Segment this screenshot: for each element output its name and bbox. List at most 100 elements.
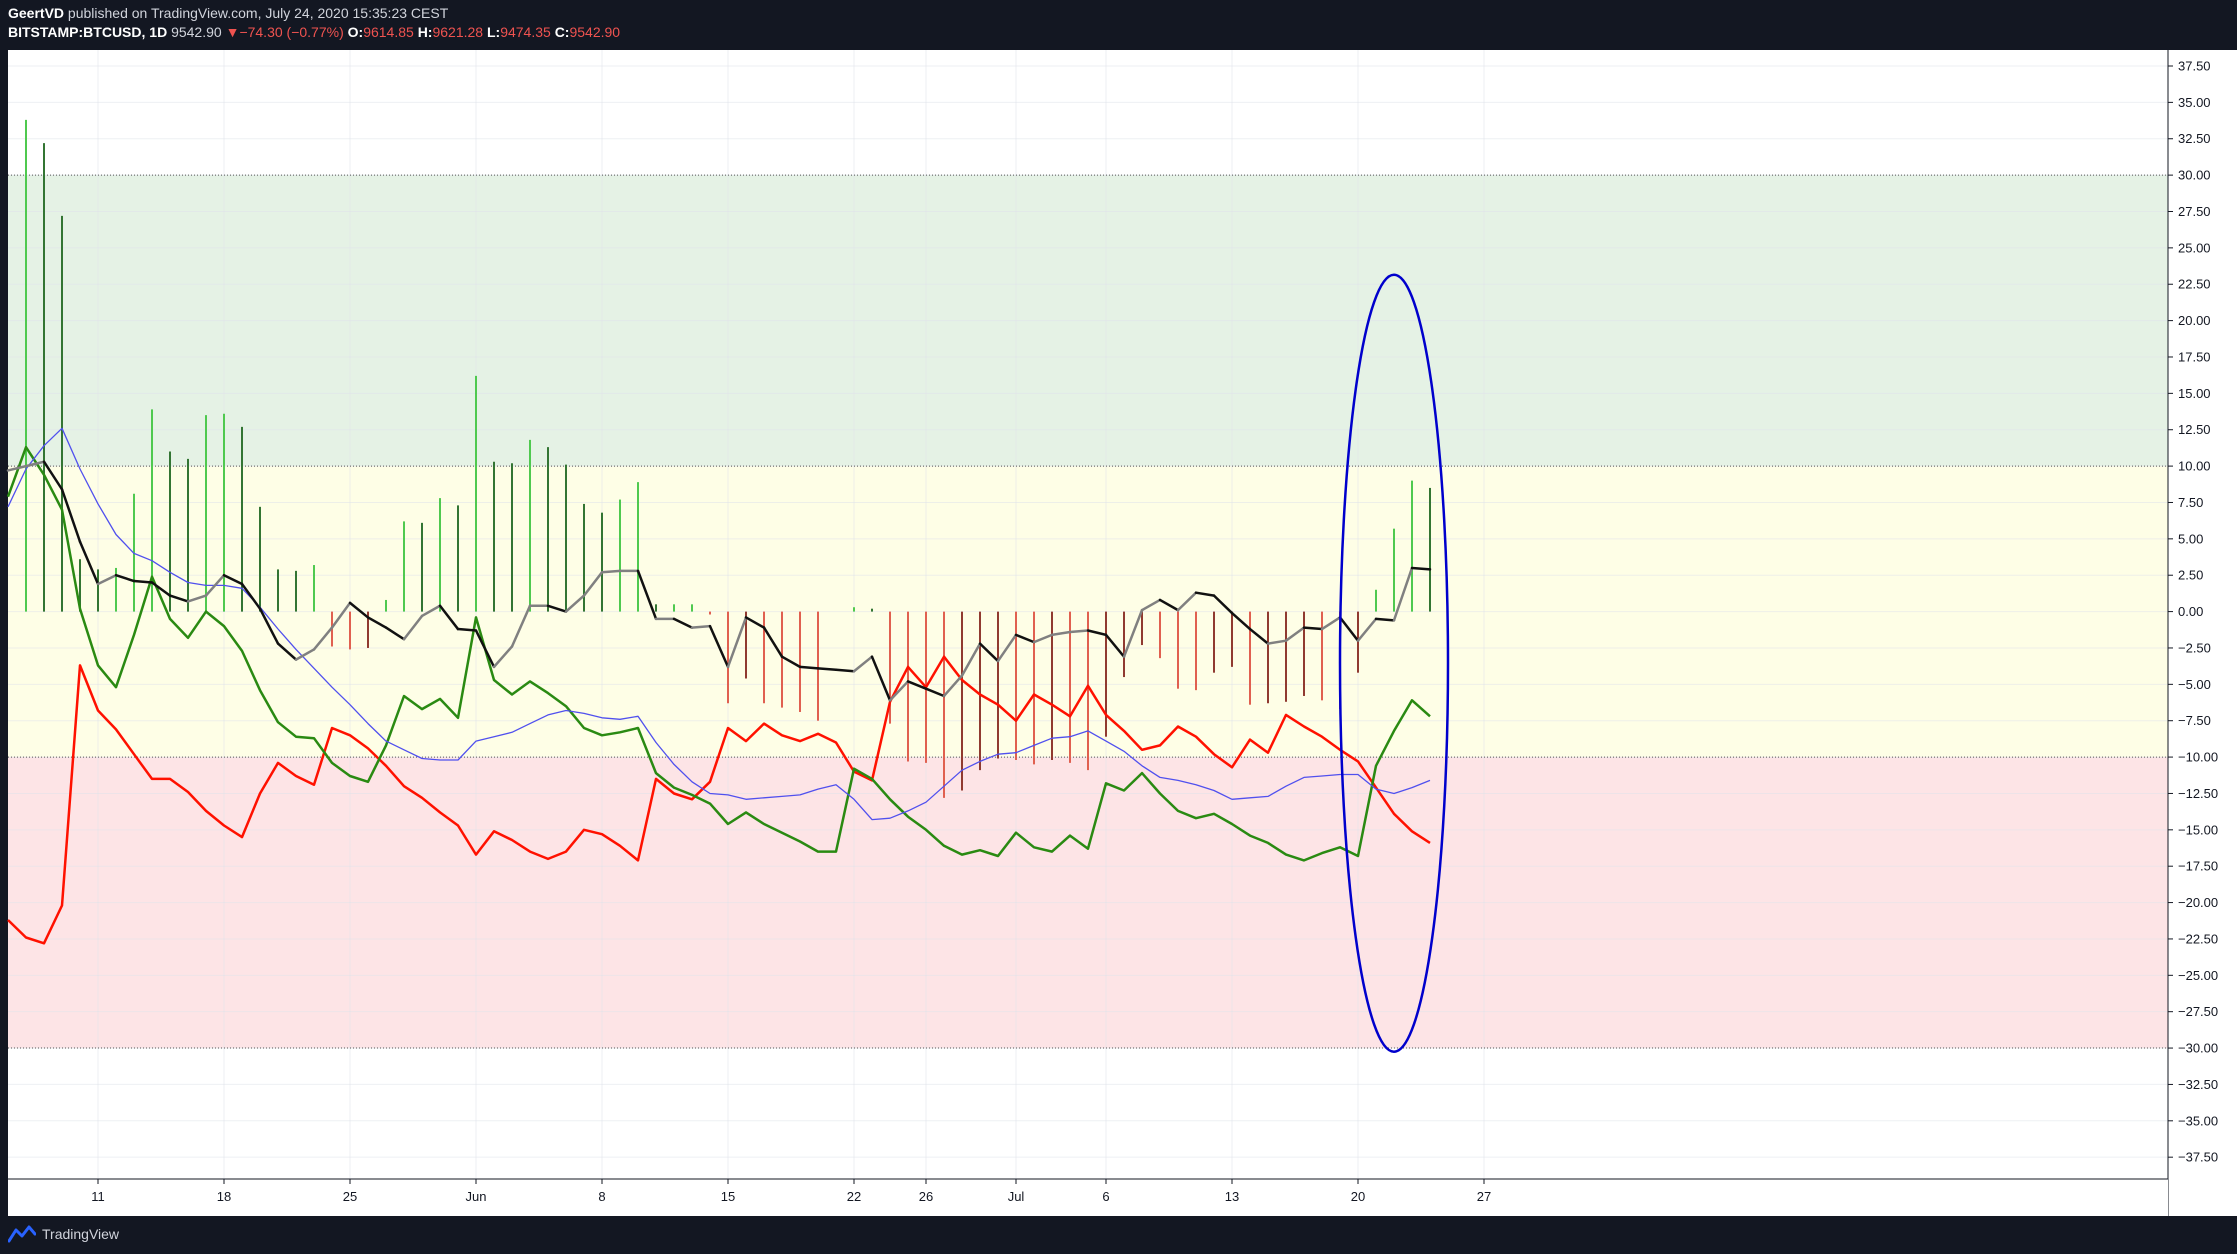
y-tick-label: 10.00 (2178, 459, 2211, 474)
close-value: 9542.90 (569, 24, 621, 40)
zone-boundary-lines (8, 174, 2168, 1049)
oscillator-segment (42, 460, 64, 491)
y-tick-label: −37.50 (2178, 1150, 2218, 1165)
oscillator-segment (402, 614, 424, 641)
y-tick-label: −7.50 (2178, 713, 2211, 728)
y-tick-label: 7.50 (2178, 495, 2203, 510)
oscillator-segment (690, 624, 712, 629)
header-bar: GeertVD published on TradingView.com, Ju… (0, 0, 2237, 48)
oscillator-segment (996, 633, 1018, 663)
oscillator-segment (276, 642, 298, 661)
oscillator-segment (564, 594, 586, 613)
last-price: 9542.90 (171, 24, 222, 40)
oscillator-segment (780, 655, 802, 669)
oscillator-segment (744, 616, 766, 629)
oscillator-segment (960, 642, 982, 677)
x-tick-label: 20 (1351, 1189, 1365, 1204)
high-label: H: (417, 24, 433, 40)
oscillator-segment (1068, 629, 1090, 634)
symbol-name[interactable]: BITSTAMP:BTCUSD, 1D (8, 24, 168, 40)
oscillator-segment (6, 464, 28, 472)
oscillator-segment (762, 626, 784, 658)
oscillator-segment (132, 579, 154, 584)
oscillator-segment (1032, 633, 1054, 644)
brand-name: TradingView (42, 1226, 120, 1242)
oscillator-segment (1104, 633, 1126, 658)
oscillator-segment (24, 460, 46, 468)
oscillator-segment (672, 617, 694, 629)
oscillator-segment (834, 668, 856, 673)
oscillator-segment (474, 629, 496, 669)
oscillator-segment (1176, 591, 1198, 612)
oscillator-segment (186, 594, 208, 603)
oscillator-segment (816, 667, 838, 672)
oscillator-segment (420, 604, 442, 618)
tradingview-logo-icon (8, 1225, 36, 1243)
x-tick-label: 27 (1477, 1189, 1491, 1204)
oscillator-segment (1266, 639, 1288, 645)
oscillator-segment (222, 573, 244, 586)
histogram (25, 119, 1431, 798)
y-tick-label: −22.50 (2178, 931, 2218, 946)
y-tick-label: 17.50 (2178, 349, 2211, 364)
oscillator-segment (1050, 630, 1072, 637)
oscillator-segment (924, 687, 946, 698)
oscillator-segment (366, 616, 388, 629)
y-tick-label: 0.00 (2178, 604, 2203, 619)
oscillator-segment (240, 582, 262, 610)
oscillator-segment (438, 604, 460, 631)
oscillator-segment (294, 648, 316, 661)
series-line-blue-line (7, 427, 1431, 821)
x-tick-label: Jul (1008, 1189, 1025, 1204)
x-axis-panel[interactable] (8, 1179, 2168, 1216)
x-axis: 11 18 25 Jun 8 15 22 26 Jul 6 13 20 27 (91, 1179, 1491, 1204)
annotation-ellipse (1338, 273, 1450, 1053)
author-name[interactable]: GeertVD (8, 5, 65, 21)
oscillator-segment (1392, 566, 1414, 622)
oscillator-segment (1374, 617, 1396, 622)
oscillator-segment (726, 616, 748, 669)
y-axis: 37.50 35.00 32.50 30.00 27.50 25.00 22.50 20.00… (2168, 59, 2218, 1165)
oscillator-segment (1284, 626, 1306, 642)
oscillator-segment (870, 655, 892, 702)
oscillator-segment (1356, 617, 1378, 642)
y-tick-label: −2.50 (2178, 640, 2211, 655)
oscillator-segment (348, 601, 370, 619)
oscillator-segment (798, 665, 820, 670)
price-change: −74.30 (−0.77%) (239, 24, 344, 40)
x-tick-label: 22 (847, 1189, 861, 1204)
close-label: C: (554, 24, 570, 40)
low-value: 9474.35 (500, 24, 551, 40)
oscillator-segment (60, 488, 82, 544)
tradingview-branding[interactable]: TradingView (8, 1223, 119, 1245)
oscillator-segment (906, 680, 928, 690)
x-tick-label: 18 (217, 1189, 231, 1204)
oscillator-segment (96, 573, 118, 586)
y-tick-label: −25.00 (2178, 968, 2218, 983)
x-tick-label: 6 (1102, 1189, 1109, 1204)
oscillator-segment (204, 573, 226, 597)
y-tick-label: 5.00 (2178, 531, 2203, 546)
oscillator-segment (1320, 616, 1342, 631)
x-tick-label: 8 (598, 1189, 605, 1204)
publish-line: GeertVD published on TradingView.com, Ju… (8, 5, 448, 21)
oscillator-segment (1410, 566, 1432, 571)
x-tick-label: 11 (91, 1189, 105, 1204)
series-line-red-line (7, 655, 1431, 945)
oscillator-segment (492, 645, 514, 669)
y-tick-label: −15.00 (2178, 822, 2218, 837)
oscillator-segment (1212, 594, 1234, 615)
oscillator-segment (1140, 598, 1162, 612)
change-arrow-icon: ▼ (225, 24, 240, 40)
y-tick-label: −30.00 (2178, 1041, 2218, 1056)
oscillator-segment (456, 627, 478, 632)
oscillator-segment (582, 571, 604, 597)
annotations (1338, 273, 1450, 1053)
y-axis-panel[interactable] (2168, 50, 2237, 1216)
oscillator-segment (852, 655, 874, 673)
y-tick-label: 35.00 (2178, 95, 2211, 110)
y-tick-label: 2.50 (2178, 568, 2203, 583)
oscillator-segment (168, 594, 190, 603)
oscillator-segment (888, 680, 910, 702)
